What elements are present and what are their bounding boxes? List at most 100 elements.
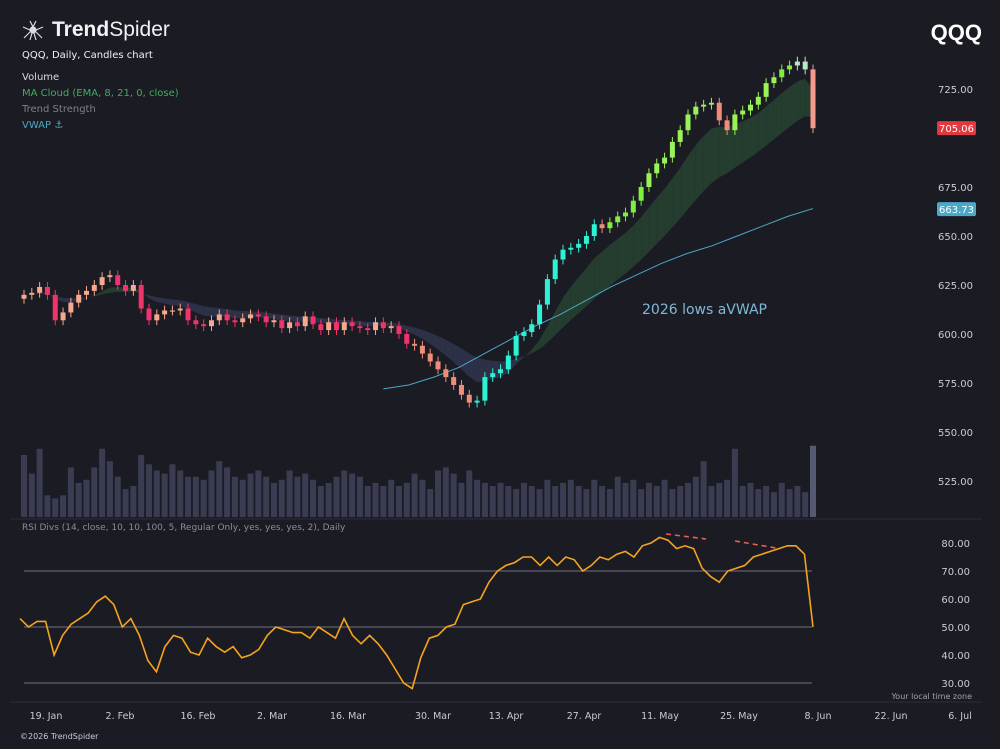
- ma-cloud-segment: [461, 348, 470, 377]
- candle: [193, 320, 199, 325]
- rsi-tick-label: 40.00: [941, 651, 970, 662]
- vwap-annotation: 2026 lows aVWAP: [642, 302, 767, 318]
- candle: [740, 110, 746, 115]
- candle: [474, 400, 480, 403]
- ma-cloud-segment: [758, 106, 767, 152]
- volume-bar: [286, 470, 293, 517]
- volume-bar: [403, 482, 410, 517]
- candle: [326, 322, 332, 331]
- rsi-tick-label: 80.00: [941, 539, 970, 550]
- indicator-label[interactable]: MA Cloud (EMA, 8, 21, 0, close): [22, 88, 179, 99]
- ma-cloud-segment: [703, 128, 712, 192]
- ma-cloud-segment: [359, 321, 368, 327]
- local-time-zone[interactable]: Your local time zone: [891, 692, 972, 701]
- volume-bar: [583, 489, 590, 517]
- spider-icon: [22, 20, 44, 41]
- candle: [279, 320, 285, 329]
- candle: [208, 320, 214, 327]
- volume-bar: [520, 482, 527, 517]
- volume-bar: [630, 479, 637, 517]
- volume-bar: [388, 479, 395, 517]
- candle: [271, 320, 277, 323]
- ma-cloud-segment: [148, 295, 157, 302]
- candle: [654, 163, 660, 174]
- candle: [83, 290, 89, 295]
- volume-bar: [349, 473, 356, 517]
- ma-cloud-segment: [320, 318, 329, 324]
- volume-bar: [99, 448, 106, 517]
- candle: [755, 96, 761, 105]
- last-price-badge: 705.06: [939, 124, 974, 135]
- volume-bar: [169, 464, 176, 517]
- ma-cloud-segment: [516, 356, 524, 365]
- candle: [443, 369, 449, 378]
- candle: [357, 326, 363, 329]
- candle: [201, 324, 207, 327]
- volume-bar: [28, 473, 35, 517]
- price-tick-label: 650.00: [938, 232, 973, 243]
- volume-bar: [130, 486, 137, 517]
- ma-cloud-segment: [773, 93, 782, 140]
- volume-bar: [75, 482, 82, 517]
- rsi-divergence-line: [734, 540, 777, 549]
- candle: [490, 373, 496, 378]
- candle: [662, 157, 668, 164]
- volume-bar: [716, 482, 723, 517]
- candle: [52, 294, 58, 321]
- candle: [294, 322, 300, 327]
- volume-bar: [192, 476, 199, 517]
- candle: [380, 322, 386, 329]
- volume-bar: [60, 495, 67, 517]
- volume-bar: [372, 482, 379, 517]
- ma-cloud-segment: [734, 121, 743, 168]
- price-tick-label: 550.00: [938, 428, 973, 439]
- ma-cloud-segment: [453, 343, 462, 370]
- volume-bar: [692, 476, 699, 517]
- ma-cloud-segment: [414, 327, 423, 339]
- time-tick-label: 13. Apr: [489, 711, 524, 722]
- volume-bar: [91, 467, 98, 517]
- candle: [146, 308, 152, 321]
- candle: [701, 104, 707, 107]
- candle: [365, 328, 371, 331]
- ma-cloud-segment: [63, 297, 71, 303]
- indicator-label[interactable]: Volume: [22, 72, 60, 83]
- ma-cloud-segment: [672, 167, 681, 228]
- volume-bar: [786, 489, 793, 517]
- trendspider-logo[interactable]: TrendSpider: [22, 18, 170, 42]
- ma-cloud-segment: [750, 113, 759, 158]
- volume-bar: [700, 461, 707, 517]
- candle: [779, 69, 785, 78]
- ma-cloud-segment: [539, 326, 548, 349]
- price-tick-label: 675.00: [938, 183, 973, 194]
- ma-cloud-segment: [656, 188, 665, 244]
- candle: [685, 114, 691, 131]
- time-tick-label: 8. Jun: [805, 711, 832, 722]
- volume-bar: [544, 479, 551, 517]
- candle: [287, 322, 293, 329]
- time-tick-label: 11. May: [641, 711, 679, 722]
- candle: [568, 247, 574, 250]
- candle: [216, 314, 222, 321]
- price-tick-label: 575.00: [938, 379, 973, 390]
- ma-cloud-segment: [633, 217, 642, 267]
- candle: [419, 345, 425, 354]
- candle: [248, 314, 254, 319]
- ma-cloud-segment: [570, 277, 579, 321]
- indicator-label[interactable]: VWAP ⚓: [22, 120, 64, 131]
- rsi-label: RSI Divs (14, close, 10, 10, 100, 5, Reg…: [22, 523, 346, 533]
- ma-cloud-segment: [648, 197, 657, 252]
- candle: [451, 377, 457, 385]
- vwap-price-badge: 663.73: [939, 205, 974, 216]
- volume-bar: [481, 482, 488, 517]
- indicator-label[interactable]: Trend Strength: [22, 104, 96, 115]
- candle: [552, 259, 558, 280]
- candle: [771, 77, 777, 84]
- candle: [263, 316, 269, 323]
- candle: [44, 286, 50, 295]
- candle: [724, 120, 730, 131]
- volume-bar: [427, 489, 434, 517]
- volume-bar: [231, 476, 238, 517]
- price-tick-label: 525.00: [938, 477, 973, 488]
